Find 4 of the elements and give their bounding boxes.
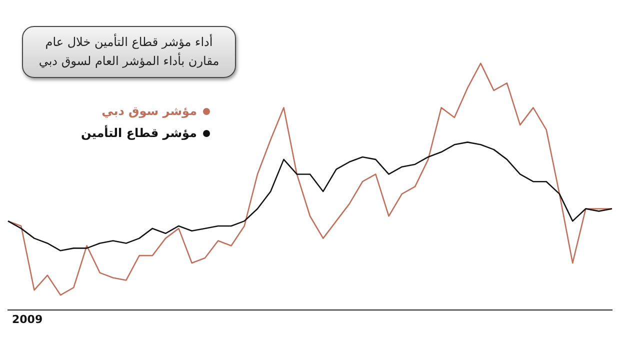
legend-label: مؤشر سوق دبي bbox=[102, 104, 197, 118]
text: 2009 bbox=[12, 313, 43, 326]
chart-title: أداء مؤشر قطاع التأمين خلال عام مقارن بأداء المؤشر العام لسوق دبي bbox=[22, 26, 236, 78]
legend-label: مؤشر قطاع التأمين bbox=[81, 126, 197, 140]
